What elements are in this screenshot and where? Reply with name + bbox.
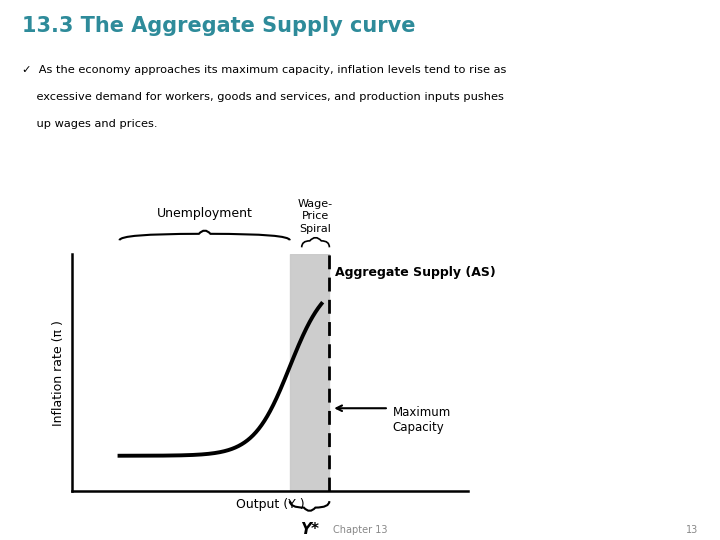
Text: 13.3 The Aggregate Supply curve: 13.3 The Aggregate Supply curve	[22, 16, 415, 36]
Text: ✓  As the economy approaches its maximum capacity, inflation levels tend to rise: ✓ As the economy approaches its maximum …	[22, 65, 506, 75]
Y-axis label: Inflation rate (π ): Inflation rate (π )	[52, 320, 65, 426]
Text: up wages and prices.: up wages and prices.	[22, 119, 157, 129]
Bar	[289, 254, 330, 491]
Text: Aggregate Supply (AS): Aggregate Supply (AS)	[336, 266, 496, 279]
Text: Unemployment: Unemployment	[157, 207, 253, 220]
Text: Chapter 13: Chapter 13	[333, 524, 387, 535]
Text: Maximum
Capacity: Maximum Capacity	[393, 406, 451, 434]
Text: Y*: Y*	[300, 522, 319, 537]
Text: 13: 13	[686, 524, 698, 535]
X-axis label: Output (Y ): Output (Y )	[235, 498, 305, 511]
Text: Wage-
Price
Spiral: Wage- Price Spiral	[298, 199, 333, 234]
Text: excessive demand for workers, goods and services, and production inputs pushes: excessive demand for workers, goods and …	[22, 92, 503, 102]
